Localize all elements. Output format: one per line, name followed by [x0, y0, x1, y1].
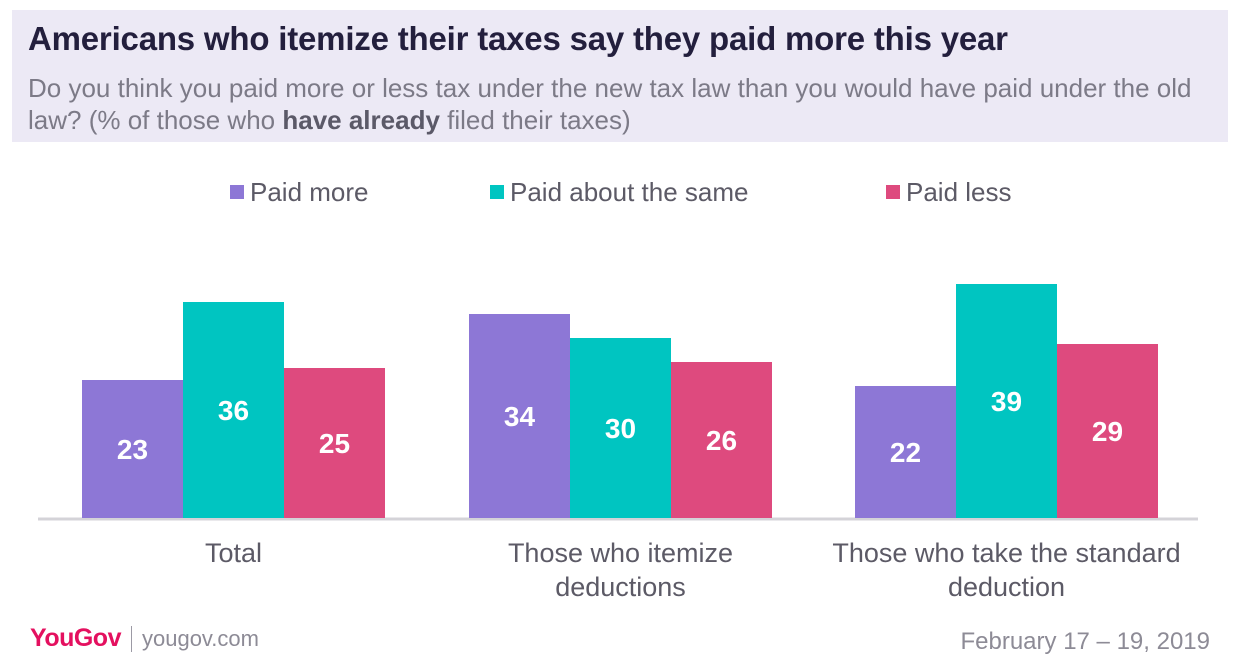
data-label-paid-more-1: 23: [117, 434, 148, 465]
bar-paid-more-1: [82, 380, 183, 518]
subtitle-text-2: filed their taxes): [439, 105, 631, 135]
data-label-paid-about-the-same-1: 36: [218, 395, 249, 426]
legend: Paid more Paid about the same Paid less: [0, 176, 1240, 208]
bar-paid-more-2: [469, 314, 570, 518]
brand-divider: [130, 625, 132, 652]
category-label-3-line-1: Those who take the standard: [832, 538, 1180, 568]
legend-label-paid-same: Paid about the same: [510, 176, 749, 207]
chart-subtitle: Do you think you paid more or less tax u…: [28, 72, 1213, 136]
category-label-2: Those who itemize deductions: [508, 538, 733, 602]
subtitle-text-1: Do you think you paid more or less tax u…: [28, 73, 1192, 135]
legend-item-paid-more: Paid more: [230, 176, 369, 208]
data-label-paid-less-3: 29: [1092, 416, 1123, 447]
survey-date: February 17 – 19, 2019: [960, 628, 1210, 655]
bar-paid-about-the-same-3: [956, 284, 1057, 518]
subtitle-bold: have already: [282, 105, 440, 135]
bar-paid-more-3: [855, 386, 956, 518]
bar-paid-about-the-same-2: [570, 338, 671, 518]
header-panel: Americans who itemize their taxes say th…: [12, 10, 1228, 142]
yougov-logo: YouGov: [30, 624, 121, 652]
legend-swatch-paid-same: [490, 185, 504, 199]
legend-label-paid-less: Paid less: [906, 176, 1012, 207]
data-label-paid-more-2: 34: [504, 401, 536, 432]
brand-url: yougov.com: [141, 625, 259, 651]
category-label-1-line-1: Total: [205, 538, 262, 568]
data-label-paid-more-3: 22: [890, 437, 921, 468]
category-label-1: Total: [205, 538, 262, 568]
footer-brand: YouGov yougov.com: [30, 624, 259, 653]
bar-paid-less-2: [671, 362, 772, 518]
legend-label-paid-more: Paid more: [250, 176, 369, 207]
bar-paid-less-1: [284, 368, 385, 518]
legend-swatch-paid-more: [230, 185, 244, 199]
legend-item-paid-same: Paid about the same: [490, 176, 749, 208]
category-label-2-line-1: Those who itemize: [508, 538, 733, 568]
bar-paid-less-3: [1057, 344, 1158, 518]
data-label-paid-about-the-same-3: 39: [991, 386, 1022, 417]
category-label-2-line-2: deductions: [555, 572, 686, 602]
chart-title: Americans who itemize their taxes say th…: [28, 20, 1008, 57]
category-label-3-line-2: deduction: [948, 572, 1065, 602]
legend-swatch-paid-less: [886, 185, 900, 199]
bar-paid-about-the-same-1: [183, 302, 284, 518]
data-label-paid-about-the-same-2: 30: [605, 413, 636, 444]
data-label-paid-less-2: 26: [706, 425, 737, 456]
data-label-paid-less-1: 25: [319, 428, 350, 459]
legend-item-paid-less: Paid less: [886, 176, 1012, 208]
category-label-3: Those who take the standard deduction: [832, 538, 1180, 602]
